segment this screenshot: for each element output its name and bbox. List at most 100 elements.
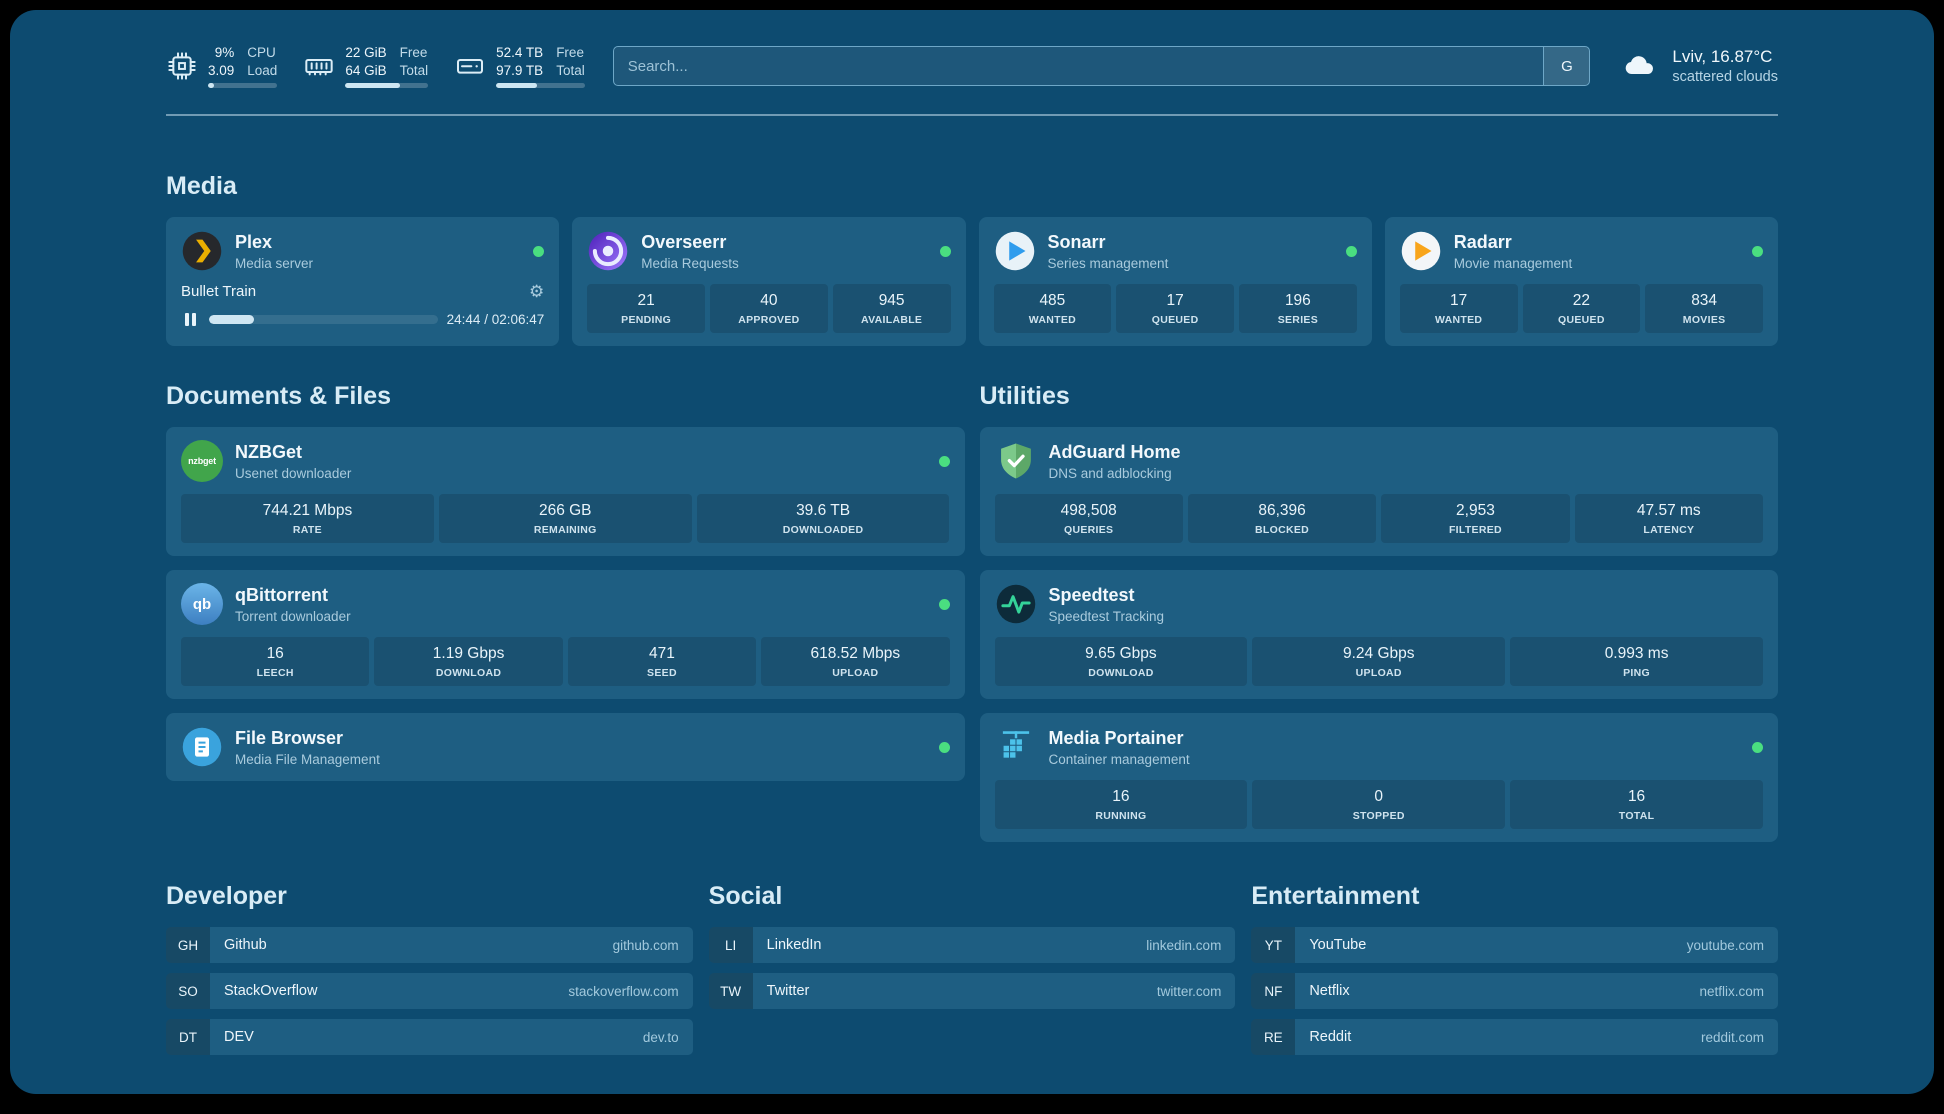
bookmark-stackoverflow[interactable]: SO StackOverflow stackoverflow.com xyxy=(166,973,693,1010)
bookmark-github[interactable]: GH Github github.com xyxy=(166,927,693,964)
stat-box: 9.65 Gbps DOWNLOAD xyxy=(994,637,1248,687)
service-card-speedtest[interactable]: Speedtest Speedtest Tracking 9.65 Gbps D… xyxy=(979,570,1778,700)
disk-total-value: 97.9 TB xyxy=(496,62,544,78)
stat-box: 17 QUEUED xyxy=(1116,284,1234,334)
bookmark-name: Twitter xyxy=(766,983,810,1000)
sonarr-icon xyxy=(994,230,1036,272)
section-title-media: Media xyxy=(166,172,237,201)
stat-label: STOPPED xyxy=(1352,810,1405,823)
stat-label: RUNNING xyxy=(1095,810,1147,823)
service-description: DNS and adblocking xyxy=(1048,465,1172,481)
disk-free-label: Free xyxy=(556,45,584,60)
bookmark-twitter[interactable]: TW Twitter twitter.com xyxy=(708,973,1236,1010)
bookmark-name: Reddit xyxy=(1309,1029,1352,1046)
section-title-utilities: Utilities xyxy=(979,382,1070,411)
stat-label: SERIES xyxy=(1277,314,1319,327)
stat-value: 2,953 xyxy=(1456,502,1495,520)
bookmark-name: Github xyxy=(224,937,267,954)
stat-label: QUEUED xyxy=(1558,314,1605,327)
memory-total-value: 64 GiB xyxy=(345,62,387,78)
stat-label: UPLOAD xyxy=(1355,667,1402,680)
stat-box: 498,508 QUERIES xyxy=(994,494,1183,544)
bookmark-dev[interactable]: DT DEV dev.to xyxy=(166,1019,693,1056)
service-card-portainer[interactable]: Media Portainer Container management 16 … xyxy=(979,713,1778,843)
service-card-plex[interactable]: Plex Media server Bullet Train ⚙ 24:44 /… xyxy=(166,217,560,347)
bookmarks: Developer GH Github github.com SO StackO… xyxy=(166,882,1778,1065)
search-input[interactable] xyxy=(613,47,1544,86)
stat-box: 2,953 FILTERED xyxy=(1381,494,1570,544)
bookmark-abbr: NF xyxy=(1251,973,1296,1010)
service-card-overseerr[interactable]: Overseerr Media Requests 21 PENDING 40 A… xyxy=(572,217,966,347)
stat-value: 0.993 ms xyxy=(1604,645,1669,663)
status-dot xyxy=(1345,245,1357,257)
stat-value: 498,508 xyxy=(1060,502,1117,520)
stat-value: 47.57 ms xyxy=(1636,502,1701,520)
bookmark-abbr: RE xyxy=(1251,1019,1296,1056)
service-name: Radarr xyxy=(1453,231,1512,252)
stat-box: 16 TOTAL xyxy=(1510,780,1763,830)
service-card-radarr[interactable]: Radarr Movie management 17 WANTED 22 QUE… xyxy=(1384,217,1778,347)
service-description: Media server xyxy=(235,255,314,271)
bookmark-reddit[interactable]: RE Reddit reddit.com xyxy=(1251,1019,1778,1056)
overseerr-icon xyxy=(587,230,629,272)
stat-label: TOTAL xyxy=(1618,810,1655,823)
service-card-qbittorrent[interactable]: qb qBittorrent Torrent downloader 16 LEE… xyxy=(166,570,965,700)
bookmark-abbr: LI xyxy=(708,927,753,964)
bookmark-name: LinkedIn xyxy=(766,937,822,954)
bookmark-group-social: Social LI LinkedIn linkedin.com TW Twitt… xyxy=(708,882,1236,1019)
service-card-nzbget[interactable]: nzbget NZBGet Usenet downloader 744.21 M… xyxy=(166,427,965,557)
stat-value: 618.52 Mbps xyxy=(810,645,901,663)
bookmark-linkedin[interactable]: LI LinkedIn linkedin.com xyxy=(708,927,1236,964)
stat-value: 39.6 TB xyxy=(796,502,851,520)
memory-icon xyxy=(303,50,335,82)
stat-label: APPROVED xyxy=(738,314,800,327)
stat-box: 16 RUNNING xyxy=(994,780,1248,830)
weather-location: Lviv, 16.87°C xyxy=(1672,47,1773,67)
stat-box: 485 WANTED xyxy=(993,284,1112,334)
stat-value: 0 xyxy=(1374,788,1384,806)
memory-widget: 22 GiB 64 GiB Free Total xyxy=(303,44,429,89)
stat-value: 485 xyxy=(1039,292,1066,310)
bookmark-youtube[interactable]: YT YouTube youtube.com xyxy=(1251,927,1778,964)
settings-gear-icon[interactable]: ⚙ xyxy=(529,282,545,302)
stat-label: DOWNLOAD xyxy=(1088,667,1154,680)
nzbget-icon-text: nzbget xyxy=(188,456,216,467)
bookmark-group-developer: Developer GH Github github.com SO StackO… xyxy=(166,882,693,1065)
service-card-adguard[interactable]: AdGuard Home DNS and adblocking 498,508 … xyxy=(979,427,1778,557)
nzbget-icon: nzbget xyxy=(181,440,223,483)
stat-label: RATE xyxy=(292,524,322,537)
stat-label: PING xyxy=(1623,667,1650,680)
stat-box: 40 APPROVED xyxy=(710,284,828,334)
stat-label: WANTED xyxy=(1434,314,1483,327)
stat-label: QUEUED xyxy=(1151,314,1199,327)
service-name: Sonarr xyxy=(1047,231,1106,252)
pause-button[interactable] xyxy=(181,310,200,329)
search-provider-button[interactable]: G xyxy=(1543,47,1590,86)
bookmark-abbr: DT xyxy=(166,1019,210,1056)
bookmark-netflix[interactable]: NF Netflix netflix.com xyxy=(1251,973,1778,1010)
now-playing-title: Bullet Train xyxy=(181,283,257,301)
status-dot xyxy=(939,245,951,257)
bookmark-url: linkedin.com xyxy=(1146,937,1222,953)
bookmark-url: netflix.com xyxy=(1699,983,1764,999)
stat-label: UPLOAD xyxy=(832,667,879,680)
topbar: 9% 3.09 CPU Load xyxy=(166,44,1778,89)
stat-value: 834 xyxy=(1691,292,1718,310)
section-title-entertainment: Entertainment xyxy=(1251,882,1420,911)
stat-box: 744.21 Mbps RATE xyxy=(181,494,434,544)
bookmark-url: dev.to xyxy=(642,1029,679,1045)
service-card-filebrowser[interactable]: File Browser Media File Management xyxy=(166,713,965,782)
stat-label: AVAILABLE xyxy=(861,314,923,327)
portainer-icon xyxy=(995,726,1037,768)
stat-box: 22 QUEUED xyxy=(1522,284,1641,334)
service-description: Series management xyxy=(1047,255,1169,271)
stat-label: MOVIES xyxy=(1682,314,1726,327)
weather-condition: scattered clouds xyxy=(1672,69,1778,86)
stat-label: REMAINING xyxy=(533,524,597,537)
playback-time: 24:44 / 02:06:47 xyxy=(446,312,545,328)
disk-icon xyxy=(454,50,486,82)
stat-label: WANTED xyxy=(1028,314,1077,327)
service-description: Speedtest Tracking xyxy=(1048,608,1165,624)
service-name: Plex xyxy=(235,231,273,252)
service-card-sonarr[interactable]: Sonarr Series management 485 WANTED 17 Q… xyxy=(978,217,1372,347)
